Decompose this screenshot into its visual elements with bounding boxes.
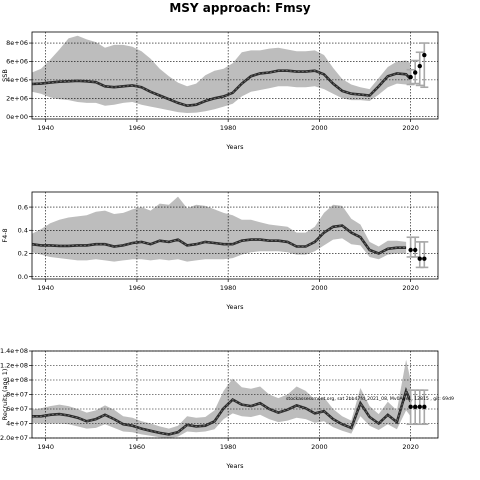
- y-tick-label: 1.2e+08: [0, 362, 28, 370]
- y-tick-label: 8e+06: [6, 39, 28, 47]
- x-tick-label: 1960: [129, 284, 146, 292]
- forecast-point: [422, 256, 427, 261]
- y-tick-label: 4e+06: [6, 76, 28, 84]
- y-tick-label: 0.2: [18, 250, 28, 258]
- forecast-point: [422, 404, 427, 410]
- y-tick-label: 4e+07: [6, 420, 28, 428]
- forecast-point: [408, 247, 413, 253]
- estimate-line-dash: [31, 70, 411, 107]
- estimate-line-dash: [32, 389, 411, 435]
- y-tick-label: 1e+08: [6, 376, 28, 384]
- estimate-line-dash: [31, 225, 407, 254]
- confidence-band: [32, 35, 411, 114]
- x-tick-label: 2000: [311, 443, 328, 451]
- y-tick-label: 6e+07: [6, 405, 28, 413]
- x-tick-label: 1980: [220, 124, 237, 132]
- figure-title: MSY approach: Fmsy: [169, 1, 310, 15]
- forecast-point: [412, 247, 418, 253]
- plot-frame: [31, 191, 439, 280]
- watermark-text: stockassessment.org, sat 2bb47fd_2021_08…: [286, 396, 454, 402]
- x-axis-label: Years: [225, 303, 244, 311]
- forecast-point: [417, 404, 422, 410]
- x-axis-label: Years: [225, 143, 244, 151]
- x-tick-label: 1980: [220, 443, 237, 451]
- forecast-point: [422, 52, 427, 58]
- forecast-point: [408, 404, 413, 410]
- x-tick-label: 2020: [402, 284, 419, 292]
- y-tick-label: 0.0: [18, 273, 28, 281]
- forecast-point: [417, 256, 422, 261]
- x-tick-label: 2000: [311, 284, 328, 292]
- x-tick-label: 1940: [37, 124, 54, 132]
- x-tick-label: 2020: [402, 124, 419, 132]
- y-tick-label: 0e+00: [6, 113, 28, 121]
- y-tick-label: 0.4: [18, 226, 28, 234]
- y-axis-label: F4-8: [1, 228, 9, 242]
- y-axis-label: Recruits (age 1): [1, 369, 9, 421]
- forecast-point: [412, 404, 418, 410]
- x-tick-label: 1960: [129, 124, 146, 132]
- forecast-point: [412, 70, 418, 75]
- y-tick-label: 2.0e+07: [0, 434, 28, 442]
- x-tick-label: 1980: [220, 284, 237, 292]
- panel-fishing-mortality: 1940 1960 1980 2000 2020 0.0 0.2 0.4 0.6 Years F4-…: [1, 191, 439, 311]
- panel-recruitment: 1940 1960 1980 2000 2020 2.0e+07 4e+07 6e+07 8e+…: [0, 347, 439, 470]
- forecast-point: [417, 63, 422, 69]
- y-axis-label: SSB: [1, 69, 9, 82]
- x-tick-label: 2000: [311, 124, 328, 132]
- x-axis-label: Years: [225, 462, 244, 470]
- y-tick-label: 6e+06: [6, 58, 28, 66]
- x-tick-label: 2020: [402, 443, 419, 451]
- confidence-band: [32, 196, 407, 262]
- forecast-point: [408, 74, 413, 80]
- plot-frame: [31, 31, 439, 120]
- y-tick-label: 2e+06: [6, 94, 28, 102]
- x-tick-label: 1940: [37, 284, 54, 292]
- x-tick-label: 1960: [129, 443, 146, 451]
- y-tick-label: 0.6: [18, 203, 28, 211]
- y-tick-label: 1.4e+08: [0, 347, 28, 355]
- x-tick-label: 1940: [37, 443, 54, 451]
- y-tick-label: 8e+07: [6, 391, 28, 399]
- confidence-band: [32, 359, 411, 438]
- panel-ssb: 1940 1960 1980 2000 2020 0e+00 2e+06 4e+06 6e+06…: [1, 31, 439, 151]
